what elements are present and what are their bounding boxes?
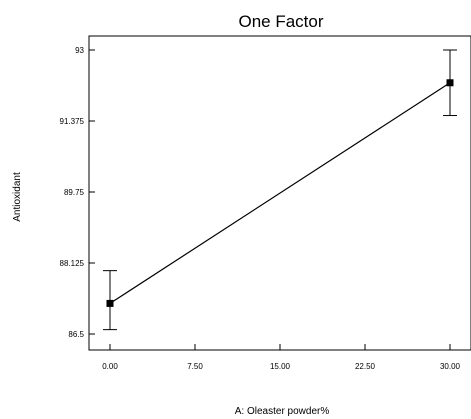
y-tick-label: 89.75 (64, 188, 85, 197)
x-axis-label: A: Oleaster powder% (235, 406, 330, 417)
y-tick-label: 91.375 (60, 117, 85, 126)
y-axis-label: Antioxidant (12, 172, 23, 222)
chart-title: One Factor (238, 12, 323, 31)
x-tick-label: 15.00 (270, 362, 291, 371)
data-point (446, 79, 454, 87)
y-tick-label: 93 (75, 46, 84, 55)
y-axis-ticks: 86.5 88.125 89.75 91.375 93 (60, 46, 95, 339)
x-tick-label: 7.50 (187, 362, 203, 371)
y-tick-label: 86.5 (68, 330, 84, 339)
x-tick-label: 22.50 (355, 362, 376, 371)
x-axis-ticks: 0.00 7.50 15.00 22.50 30.00 (102, 344, 461, 371)
data-point (106, 299, 114, 307)
x-tick-label: 0.00 (102, 362, 118, 371)
x-tick-label: 30.00 (440, 362, 461, 371)
series-line (109, 82, 451, 304)
y-tick-label: 88.125 (60, 259, 85, 268)
series-layer (103, 49, 457, 331)
